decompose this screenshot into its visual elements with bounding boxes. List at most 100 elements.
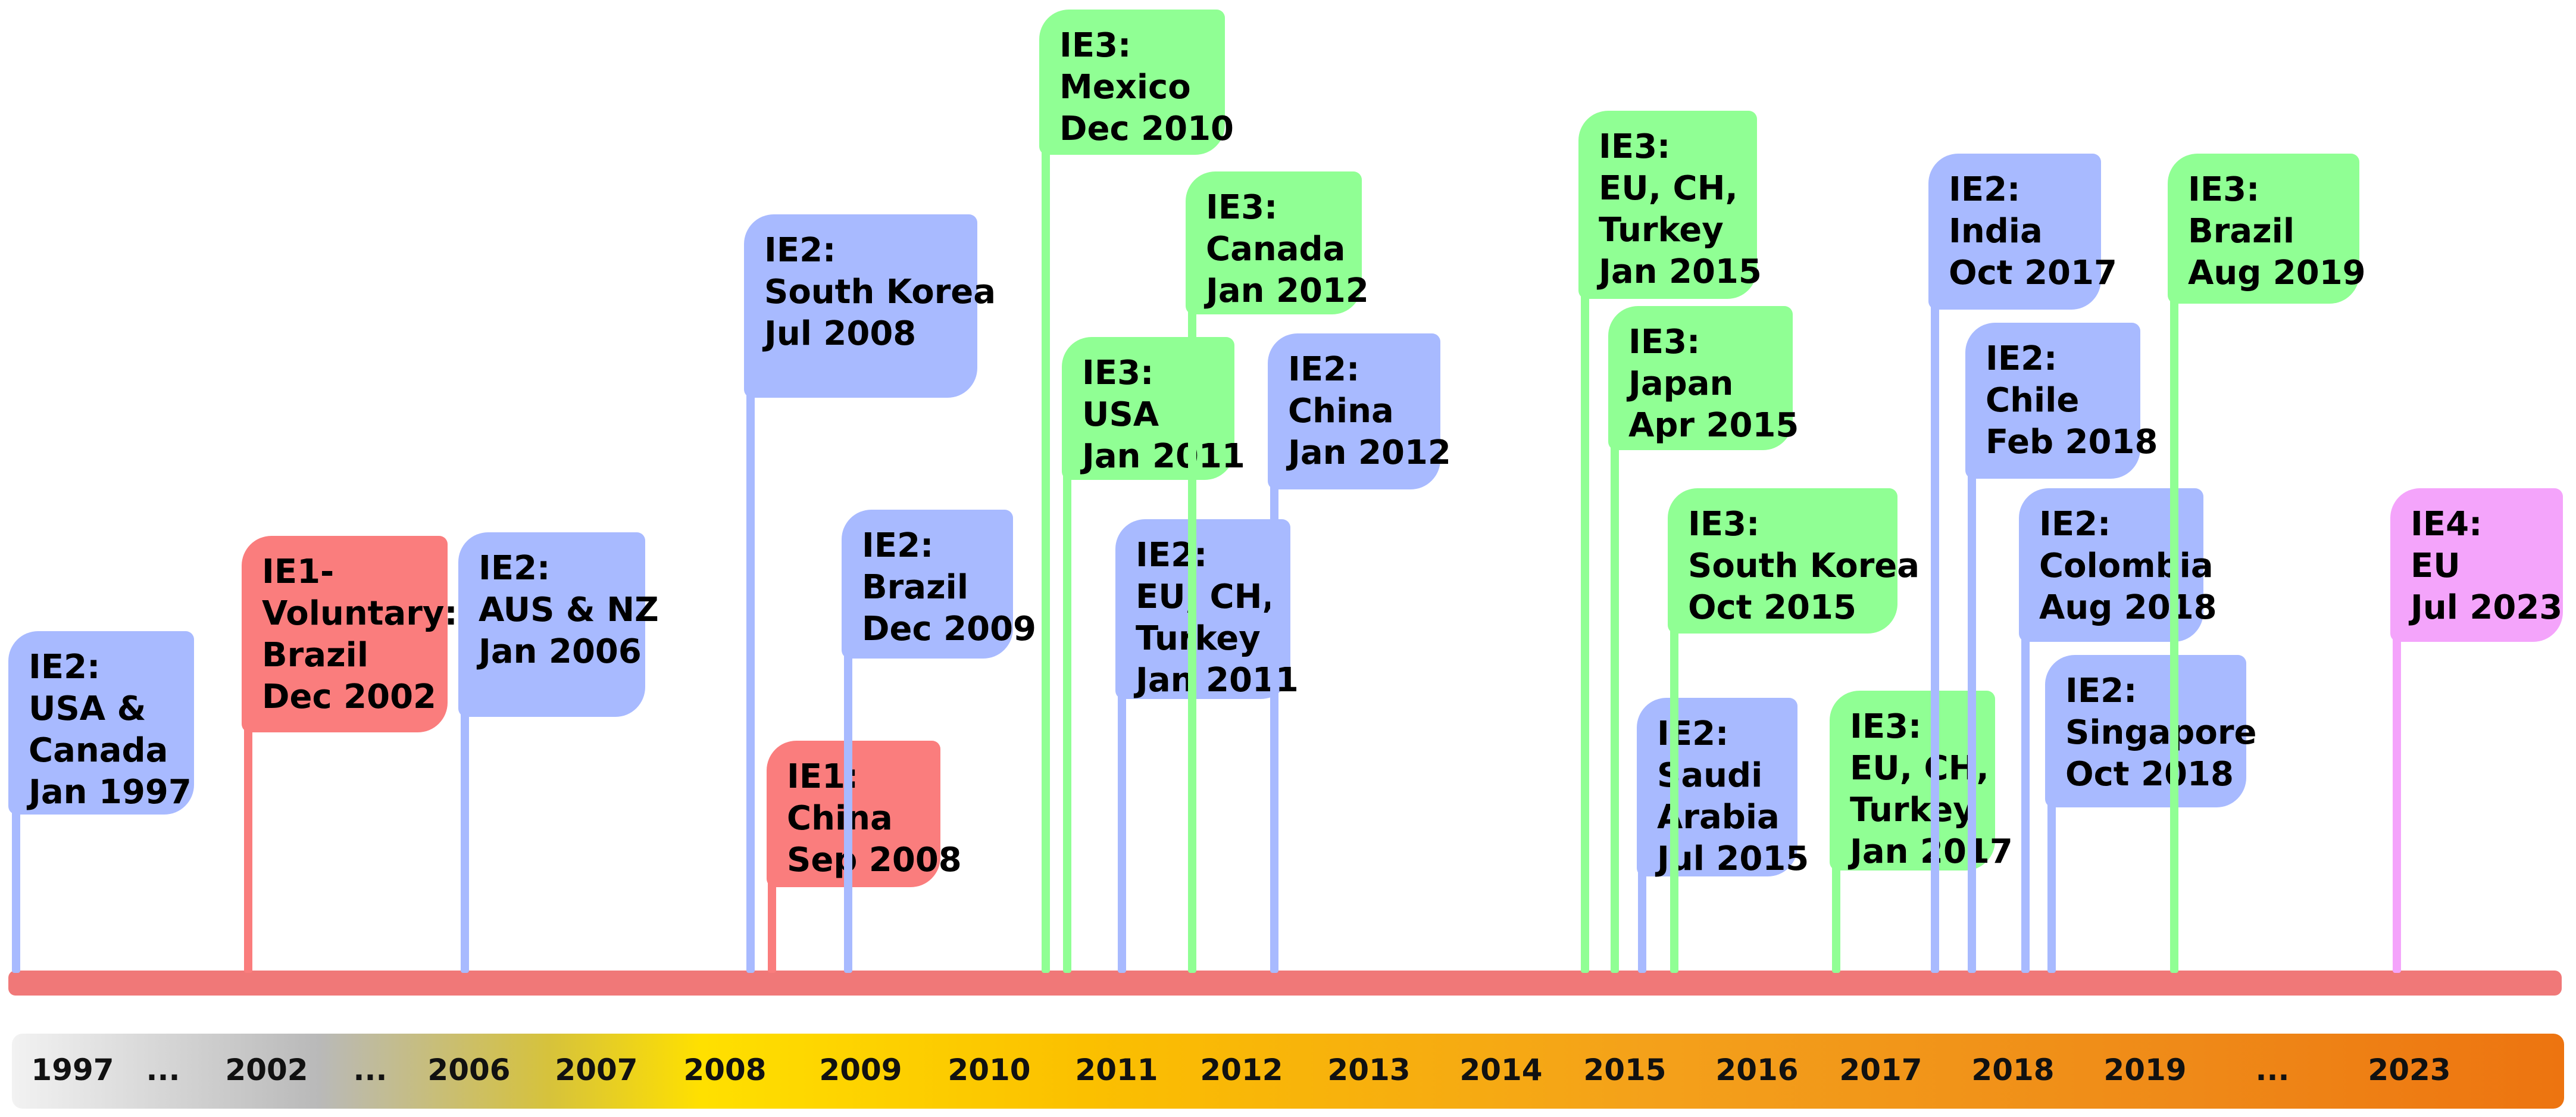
event-label-line: IE2:: [862, 526, 934, 565]
year-label: 2018: [1971, 1053, 2055, 1087]
event-label-line: China: [787, 799, 893, 838]
flag-pole: [1968, 347, 1976, 973]
year-label: 2015: [1583, 1053, 1667, 1087]
event-flag: IE1: China Sep 2008: [767, 741, 962, 887]
year-label: 2012: [1200, 1053, 1283, 1087]
event-flag: IE4: EU Jul 2023: [2390, 488, 2563, 642]
event-label-line: IE3:: [2188, 170, 2260, 209]
event-flag: IE2: USA & Canada Jan 1997: [8, 631, 194, 815]
year-label: 2010: [948, 1053, 1031, 1087]
event-label-line: IE2:: [1986, 339, 2058, 378]
event-flag: IE2: AUS & NZ Jan 2006: [458, 532, 659, 717]
year-label: 2023: [2368, 1053, 2451, 1087]
event-label-line: Chile: [1986, 381, 2080, 420]
event-label-line: IE2:: [29, 648, 101, 687]
event-label-line: Jan 2015: [1599, 252, 1762, 291]
event-label-line: Sep 2008: [787, 841, 962, 879]
event-label-line: Oct 2017: [1949, 254, 2117, 292]
year-label: 2008: [683, 1053, 767, 1087]
event-label-line: China: [1288, 392, 1394, 430]
flag-pole: [1270, 357, 1278, 973]
year-label: 2019: [2103, 1053, 2187, 1087]
event-label-line: IE3:: [1059, 26, 1131, 65]
event-label-line: IE1-: [262, 553, 334, 591]
event-label-line: IE2:: [479, 549, 551, 588]
year-label: ...: [353, 1053, 387, 1087]
event-label-line: Japan: [1628, 364, 1734, 403]
event-label-line: Jul 2023: [2411, 588, 2563, 627]
event-label-line: Jan 2012: [1206, 272, 1369, 310]
timeline-baseline: [8, 971, 2562, 996]
event-flag: IE2: Saudi Arabia Jul 2015: [1637, 698, 1809, 878]
event-label-line: Turkey: [1599, 211, 1724, 249]
event-label-line: IE2:: [1657, 714, 1729, 753]
flag-pole: [1581, 135, 1589, 973]
event-label-line: Dec 2010: [1059, 110, 1234, 148]
event-flag: IE1- Voluntary: Brazil Dec 2002: [242, 536, 458, 732]
year-label: 2011: [1075, 1053, 1158, 1087]
year-label: 2014: [1459, 1053, 1543, 1087]
year-axis-bar: [12, 1034, 2564, 1109]
event-label-line: IE3:: [1082, 354, 1154, 392]
year-label: 1997: [31, 1053, 114, 1087]
event-label-line: Oct 2015: [1688, 588, 1856, 627]
event-label-line: Aug 2018: [2039, 588, 2217, 627]
event-label-line: EU, CH,: [1136, 578, 1275, 616]
event-label-line: IE1:: [787, 757, 859, 796]
event-label-line: AUS & NZ: [479, 591, 659, 629]
event-label-line: Jul 2015: [1657, 840, 1809, 878]
event-flag: IE3: EU, CH, Turkey Jan 2017: [1830, 691, 2013, 871]
event-flag: IE2: Singapore Oct 2018: [2045, 655, 2257, 807]
event-label-line: IE2:: [2039, 505, 2111, 544]
event-label-line: Turkey: [1850, 791, 1975, 829]
event-label-line: IE4:: [2411, 505, 2483, 544]
event-label-line: Feb 2018: [1986, 423, 2158, 461]
event-label-line: Colombia: [2039, 547, 2214, 585]
event-label-line: IE3:: [1628, 323, 1700, 361]
event-label-line: EU, CH,: [1599, 169, 1738, 208]
event-label-line: Canada: [1206, 230, 1346, 269]
year-label: 2007: [555, 1053, 638, 1087]
event-label-line: Jan 1997: [29, 773, 192, 812]
event-label-line: Jul 2008: [764, 314, 917, 353]
year-label: 2017: [1839, 1053, 1922, 1087]
flag-pole: [1931, 177, 1939, 973]
event-label-line: Jan 2011: [1082, 437, 1245, 476]
flag-pole: [2170, 177, 2178, 973]
event-label-line: Jan 2012: [1288, 433, 1451, 472]
event-label-line: Singapore: [2065, 713, 2257, 752]
event-label-line: Turkey: [1136, 619, 1261, 658]
event-label-line: USA &: [29, 689, 146, 728]
event-label-line: IE3:: [1850, 707, 1922, 746]
event-flag: IE3: Mexico Dec 2010: [1039, 10, 1234, 155]
event-flag: IE3: South Korea Oct 2015: [1668, 488, 1920, 634]
year-label: ...: [2255, 1053, 2290, 1087]
event-label-line: USA: [1082, 395, 1159, 434]
flag-pole: [746, 238, 755, 973]
event-label-line: IE3:: [1688, 505, 1760, 544]
event-label-line: EU: [2411, 547, 2461, 585]
event-flag: IE3: Japan Apr 2015: [1608, 306, 1799, 450]
event-label-line: Dec 2002: [262, 678, 437, 716]
event-label-line: Voluntary:: [262, 594, 458, 633]
event-label-line: Brazil: [862, 568, 969, 607]
flag-pole: [1188, 195, 1196, 973]
year-label: 2016: [1715, 1053, 1799, 1087]
year-label: 2009: [819, 1053, 902, 1087]
event-label-line: IE2:: [1949, 170, 2021, 209]
event-label-line: Oct 2018: [2065, 755, 2234, 794]
event-label-line: IE3:: [1206, 188, 1278, 227]
year-label: 2006: [427, 1053, 511, 1087]
event-label-line: IE2:: [1288, 350, 1360, 389]
event-label-line: Jan 2006: [479, 632, 642, 671]
event-label-line: IE2:: [2065, 672, 2137, 710]
event-label-line: EU, CH,: [1850, 749, 1989, 788]
flag-pole: [1611, 330, 1619, 973]
event-flag: IE2: Chile Feb 2018: [1965, 323, 2158, 479]
event-label-line: Apr 2015: [1628, 406, 1799, 445]
event-flag: IE3: EU, CH, Turkey Jan 2015: [1578, 111, 1762, 299]
flag-pole: [1063, 361, 1071, 973]
year-label: 2013: [1327, 1053, 1411, 1087]
event-label-line: Mexico: [1059, 68, 1191, 107]
year-label: ...: [146, 1053, 180, 1087]
